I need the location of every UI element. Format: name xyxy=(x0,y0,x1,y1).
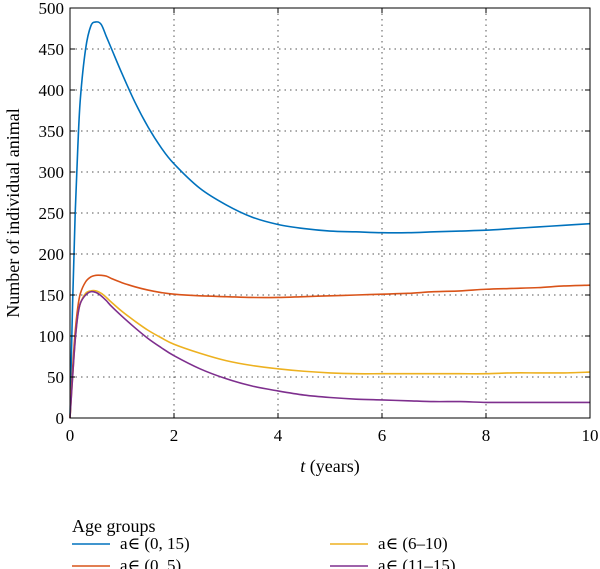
x-tick-label: 2 xyxy=(170,426,179,445)
series-group xyxy=(69,21,591,419)
series-line-1 xyxy=(69,21,591,419)
legend-item-1: a∈ (0, 15) xyxy=(72,534,190,553)
x-axis-label: t (years) xyxy=(300,456,359,477)
legend: Age groups a∈ (0, 15)a∈ (0, 5)a∈ (6–10)a… xyxy=(72,516,456,569)
legend-item-3: a∈ (6–10) xyxy=(330,534,448,553)
legend-label: a∈ (6–10) xyxy=(378,534,448,553)
y-tick-label: 150 xyxy=(39,286,65,305)
x-axis-variable: t xyxy=(300,456,306,476)
y-axis-label: Number of individual animal xyxy=(3,108,23,317)
y-tick-label: 100 xyxy=(39,327,65,346)
grid xyxy=(70,8,590,418)
y-tick-label: 300 xyxy=(39,163,65,182)
x-axis-unit: (years) xyxy=(305,456,359,477)
y-tick-label: 50 xyxy=(47,368,64,387)
x-tick-label: 8 xyxy=(482,426,491,445)
x-tick-label: 4 xyxy=(274,426,283,445)
x-tick-label: 0 xyxy=(66,426,75,445)
y-tick-label: 500 xyxy=(39,0,65,18)
x-tick-label: 6 xyxy=(378,426,387,445)
legend-label: a∈ (0, 15) xyxy=(120,534,190,553)
series-line-4 xyxy=(69,290,590,419)
legend-title: Age groups xyxy=(72,516,156,536)
y-tick-label: 450 xyxy=(39,40,65,59)
legend-items: a∈ (0, 15) a∈ (0, 5) a∈ (6–10) a∈ (11–15) xyxy=(72,534,456,569)
x-tick-label: 10 xyxy=(582,426,599,445)
y-tick-label: 250 xyxy=(39,204,65,223)
legend-item-2: a∈ (0, 5) xyxy=(72,556,181,569)
legend-label: a∈ (11–15) xyxy=(378,556,456,569)
legend-item-4: a∈ (11–15) xyxy=(330,556,456,569)
y-tick-label: 200 xyxy=(39,245,65,264)
y-tick-label: 350 xyxy=(39,122,65,141)
series-line-3 xyxy=(69,289,591,419)
y-tick-label: 400 xyxy=(39,81,65,100)
y-tick-label: 0 xyxy=(56,409,65,428)
series-line-2 xyxy=(69,274,591,419)
legend-label: a∈ (0, 5) xyxy=(120,556,181,569)
